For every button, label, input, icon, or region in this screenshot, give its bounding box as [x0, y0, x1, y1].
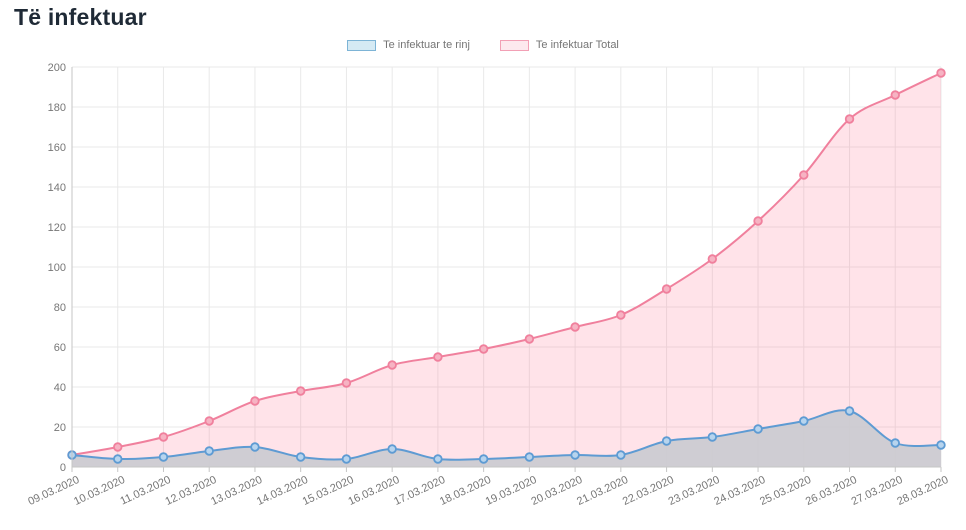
chart-grid [72, 66, 942, 467]
data-point [433, 454, 443, 464]
series-area [72, 410, 941, 467]
y-tick-label: 60 [54, 342, 66, 354]
x-tick-label: 18.03.2020 [438, 474, 493, 508]
legend-item-total-infected[interactable]: Te infektuar Total [499, 39, 619, 51]
x-tick-label: 27.03.2020 [850, 474, 905, 508]
page-title: Të infektuar [14, 4, 147, 30]
data-point [113, 442, 123, 452]
data-point [250, 396, 260, 406]
legend-label-total-infected: Te infektuar Total [535, 39, 619, 51]
x-tick-label: 09.03.2020 [26, 474, 81, 508]
x-tick-label: 19.03.2020 [484, 474, 539, 508]
series-total [67, 68, 946, 467]
x-tick-label: 15.03.2020 [301, 474, 356, 508]
x-tick-label: 12.03.2020 [164, 474, 219, 508]
data-point [890, 90, 900, 100]
chart-legend: Te infektuar te rinj Te infektuar Total [0, 39, 966, 51]
legend-label-new-infected: Te infektuar te rinj [383, 39, 470, 51]
x-tick-label: 22.03.2020 [621, 474, 676, 508]
data-point [524, 334, 535, 344]
data-point [936, 440, 946, 450]
data-point [341, 378, 352, 388]
data-point [844, 406, 855, 416]
legend-swatch-new-infected-icon [347, 39, 377, 51]
data-point [661, 436, 672, 446]
y-tick-label: 40 [54, 382, 66, 394]
data-point [570, 450, 580, 460]
series-area [72, 73, 941, 467]
data-point [250, 442, 260, 452]
chart-axes [71, 67, 942, 472]
x-tick-label: 25.03.2020 [758, 474, 813, 508]
y-tick-label: 160 [48, 142, 66, 154]
data-point [661, 284, 672, 294]
y-tick-label: 120 [48, 222, 66, 234]
y-tick-label: 180 [48, 102, 66, 114]
legend-swatch-total-infected-icon [499, 39, 529, 51]
legend-item-new-infected[interactable]: Te infektuar te rinj [347, 39, 470, 51]
x-tick-label: 24.03.2020 [712, 474, 767, 508]
y-tick-label: 20 [54, 422, 66, 434]
data-point [936, 68, 946, 78]
data-point [616, 310, 626, 320]
x-tick-label: 26.03.2020 [804, 474, 859, 508]
data-point [753, 424, 763, 434]
y-tick-label: 0 [60, 462, 66, 474]
data-point [158, 432, 169, 442]
data-point [204, 446, 214, 456]
data-point [295, 452, 306, 462]
data-point [753, 216, 763, 226]
x-tick-label: 23.03.2020 [667, 474, 722, 508]
x-tick-label: 28.03.2020 [895, 474, 950, 508]
data-point [204, 416, 214, 426]
data-point [478, 344, 489, 354]
y-tick-label: 200 [48, 62, 66, 74]
y-axis-labels: 0 20 40 60 80 100 120 140 160 180 200 [48, 62, 66, 474]
data-point [799, 170, 809, 180]
x-tick-label: 14.03.2020 [255, 474, 310, 508]
x-axis-labels: 09.03.202010.03.202011.03.202012.03.2020… [26, 474, 950, 508]
data-point [295, 386, 306, 396]
x-tick-label: 10.03.2020 [72, 474, 127, 508]
series-new [67, 406, 946, 467]
data-point [433, 352, 443, 362]
data-point [158, 452, 169, 462]
x-tick-label: 21.03.2020 [575, 474, 630, 508]
data-point [799, 416, 809, 426]
x-tick-label: 16.03.2020 [346, 474, 401, 508]
data-point [341, 454, 352, 464]
y-tick-label: 140 [48, 182, 66, 194]
y-tick-label: 100 [48, 262, 66, 274]
x-tick-label: 20.03.2020 [529, 474, 584, 508]
data-point [478, 454, 489, 464]
x-tick-label: 11.03.2020 [118, 474, 172, 508]
y-tick-label: 80 [54, 302, 66, 314]
data-point [387, 444, 397, 454]
data-point [570, 322, 580, 332]
data-point [113, 454, 123, 464]
data-point [616, 450, 626, 460]
data-point [707, 432, 718, 442]
x-tick-label: 17.03.2020 [392, 474, 447, 508]
data-point [707, 254, 718, 264]
data-point [387, 360, 397, 370]
data-point [524, 452, 535, 462]
x-tick-label: 13.03.2020 [209, 474, 264, 508]
data-point [844, 114, 855, 124]
data-point [890, 438, 900, 448]
